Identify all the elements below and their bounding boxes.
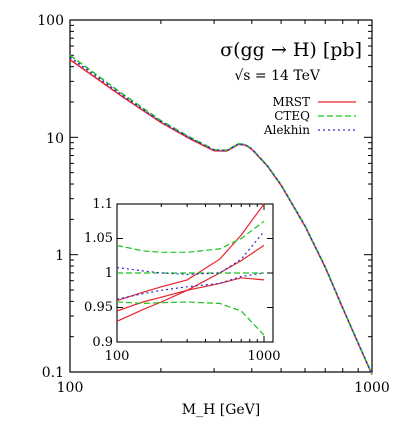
inset-series-line-cteq <box>116 220 265 253</box>
inset-y-tick-1.1: 1.1 <box>92 197 113 212</box>
y-tick-label-100: 100 <box>37 13 64 29</box>
y-tick-label-0.1: 0.1 <box>42 365 64 381</box>
inset-y-tick-1: 1 <box>105 266 113 281</box>
inset-x-tick-1000: 1000 <box>247 349 280 364</box>
inset-series-group <box>116 203 265 336</box>
series-line-alekhin <box>69 56 373 375</box>
main-axis-ticks <box>69 20 373 373</box>
main-series-group <box>69 54 373 375</box>
inset-series-line-alekhin <box>116 231 265 276</box>
legend-label-cteq: CTEQ <box>274 109 310 123</box>
x-tick-label-100: 100 <box>57 380 84 396</box>
legend-label-alekhin: Alekhin <box>263 123 310 137</box>
inset-y-tick-0.9: 0.9 <box>92 335 113 350</box>
inset-series-line-mrst <box>116 203 265 302</box>
chart-subtitle: √s = 14 TeV <box>234 68 321 84</box>
inset-series-line-alekhin <box>116 272 265 300</box>
y-tick-label-10: 10 <box>46 131 64 147</box>
legend: MRST CTEQ Alekhin <box>263 95 356 137</box>
legend-label-mrst: MRST <box>272 95 310 109</box>
main-plot-frame <box>69 19 373 373</box>
inset-y-tick-0.95: 0.95 <box>84 300 113 315</box>
x-tick-label-1000: 1000 <box>354 380 390 396</box>
inset-series-line-mrst <box>116 277 265 312</box>
chart-title: σ(gg → H) [pb] <box>220 39 362 61</box>
inset-x-tick-100: 100 <box>105 349 130 364</box>
inset-y-tick-1.05: 1.05 <box>84 231 113 246</box>
y-tick-label-1: 1 <box>55 248 64 264</box>
x-axis-label: M_H [GeV] <box>182 402 261 418</box>
